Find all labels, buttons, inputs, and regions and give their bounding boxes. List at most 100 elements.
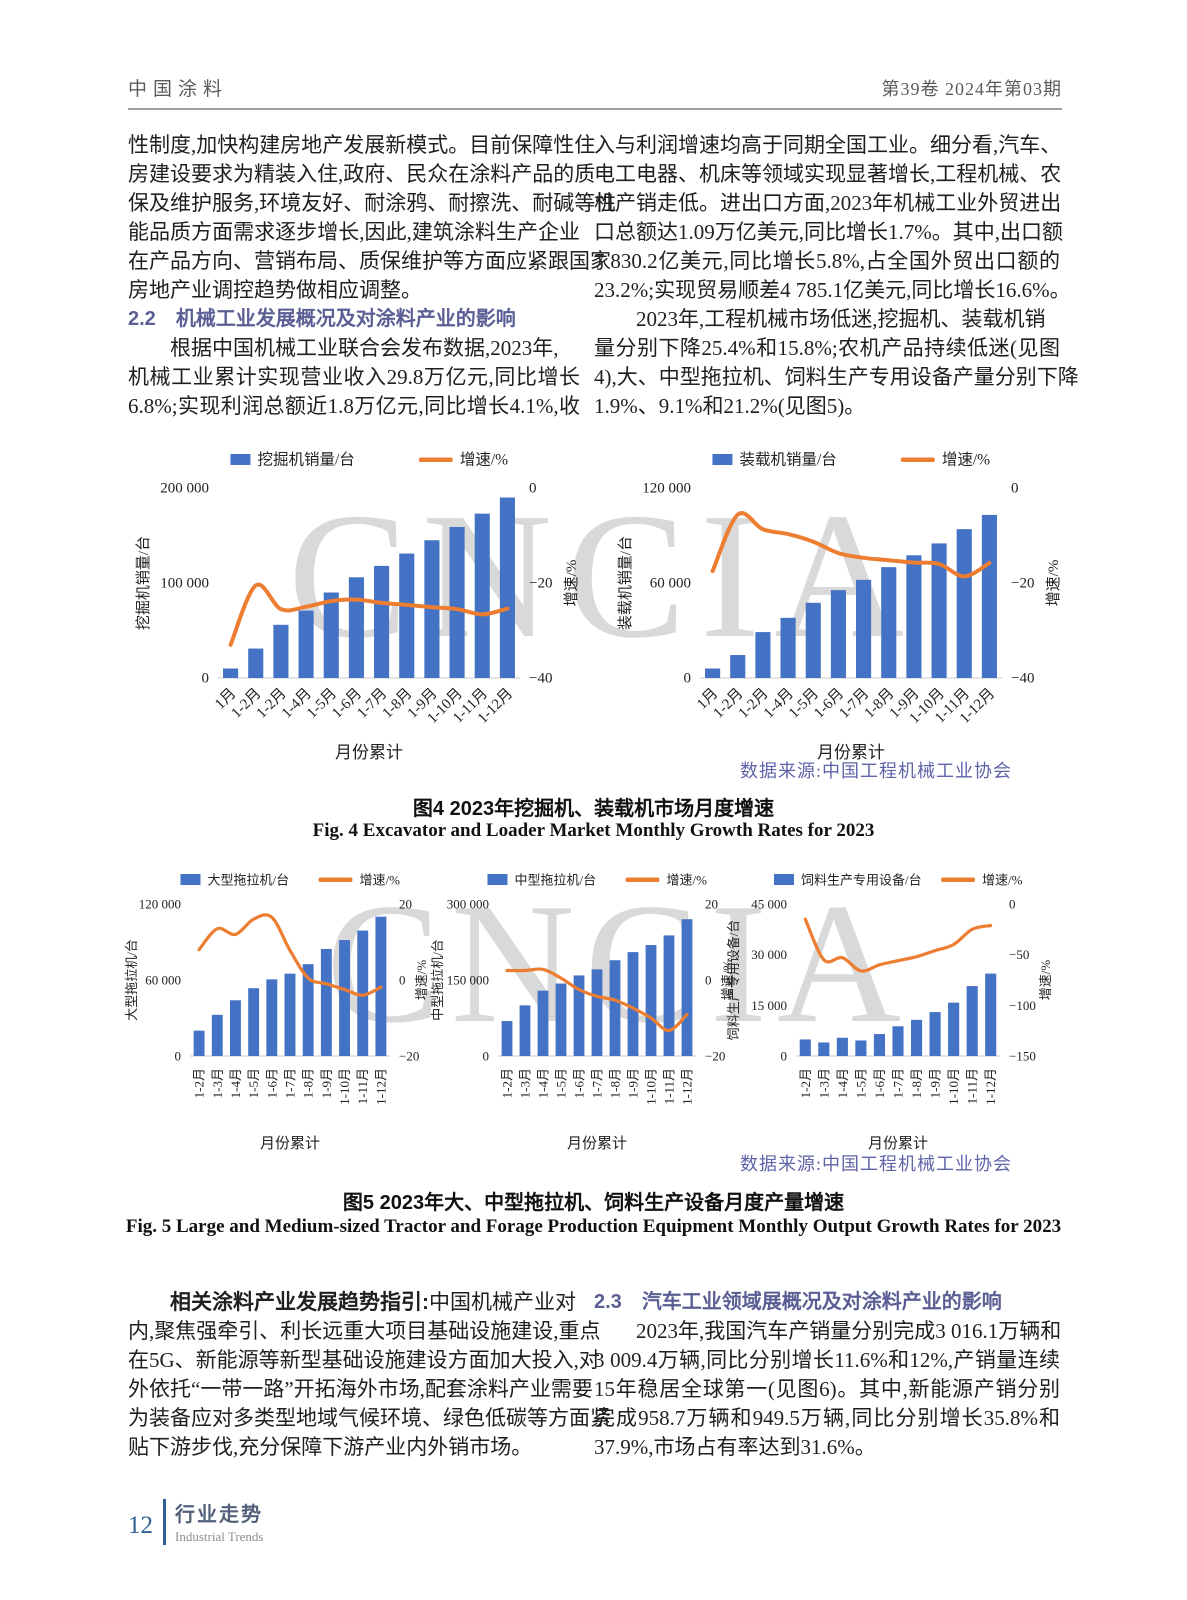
figure4-caption-cn: 图4 2023年挖掘机、装载机市场月度增速 [412,798,775,820]
text-line: 机产销走低。进出口方面,2023年机械工业外贸进出 [594,191,1062,215]
section-title: 汽车工业领域展概况及对涂料产业的影响 [641,1291,1002,1313]
watermark-cncia-top: CNCIA [288,476,919,675]
text-line: 7 830.2亿美元,同比增长5.8%,占全国外贸出口额的 [594,249,1060,273]
chart-feed-equipment-output: 饲料生产专用设备/台 增速/% 0 15 000 30 000 45 000 −150 −10… [720,866,1060,1154]
svg-text:100 000: 100 000 [160,576,209,592]
text-line: 2023年,工程机械市场低迷,挖掘机、装载机销 [636,307,1046,331]
text-line: 完成958.7万辆和949.5万辆,同比分别增长35.8%和 [594,1406,1060,1430]
svg-text:15 000: 15 000 [751,998,787,1013]
page-number: 12 [128,1511,153,1539]
text-line: 23.2%;实现贸易顺差4 785.1亿美元,同比增长16.6%。 [594,278,1071,302]
text-line: 保及维护服务,环境友好、耐涂鸦、耐擦洗、耐碱等性 [128,191,617,215]
svg-text:1-11月: 1-11月 [662,1068,677,1104]
text-line: 内,聚焦强牵引、利长远重大项目基础设施建设,重点 [128,1319,601,1343]
svg-text:1-3月: 1-3月 [518,1068,533,1098]
svg-text:0: 0 [684,671,692,687]
svg-text:1-9月: 1-9月 [928,1068,943,1098]
svg-text:增速/%: 增速/% [982,873,1023,888]
trend-guide-lead: 相关涂料产业发展趋势指引: [170,1291,429,1314]
svg-text:1-2月: 1-2月 [798,1068,813,1098]
svg-text:60 000: 60 000 [650,576,691,592]
section-heading-2-3: 2.3 汽车工业领域展概况及对涂料产业的影响 [594,1288,1060,1317]
svg-text:1-8月: 1-8月 [608,1068,623,1098]
svg-text:1-10月: 1-10月 [946,1068,961,1105]
svg-text:1-11月: 1-11月 [355,1068,370,1104]
svg-text:1-11月: 1-11月 [965,1068,980,1104]
top-right-column: 入与利润增速均高于同期全国工业。细分看,汽车、 电工电器、机床等领域实现显著增长… [594,131,1079,421]
svg-text:1-2月: 1-2月 [500,1068,515,1098]
svg-text:0: 0 [399,973,406,988]
svg-text:0: 0 [781,1049,788,1064]
svg-text:1-3月: 1-3月 [210,1068,225,1098]
svg-text:1-6月: 1-6月 [572,1068,587,1098]
text-line: 机械工业累计实现营业收入29.8万亿元,同比增长 [128,365,580,389]
svg-text:增速/%: 增速/% [359,873,400,888]
svg-text:20: 20 [399,897,412,912]
chart-loader-sales: 装载机销量/台 增速/% 0 60 000 120 000 −40 −20 0 装载机销量/台增… [612,446,1068,764]
chart-medium-tractor-output: 中型拖拉机/台 增速/% 0 150 000 300 000 −20 0 20 中型拖拉机/台增… [424,866,742,1154]
svg-text:−40: −40 [529,671,552,687]
svg-text:1-3月: 1-3月 [816,1068,831,1098]
svg-text:−50: −50 [1009,947,1029,962]
page-header: 中国涂料 第39卷 2024年第03期 [128,74,1062,110]
svg-text:1-6月: 1-6月 [872,1068,887,1098]
svg-text:−150: −150 [1009,1049,1036,1064]
svg-text:1-4月: 1-4月 [536,1068,551,1098]
svg-text:增速/%: 增速/% [942,451,990,469]
svg-text:300 000: 300 000 [447,897,489,912]
chart-large-tractor-output: 大型拖拉机/台 增速/% 0 60 000 120 000 −20 0 20 大型拖拉机/台 增速… [118,866,436,1154]
text-line: 3 009.4万辆,同比分别增长11.6%和12%,产销量连续 [594,1348,1060,1372]
text-line: 入与利润增速均高于同期全国工业。细分看,汽车、 [594,133,1062,157]
svg-text:大型拖拉机/台: 大型拖拉机/台 [207,873,289,888]
text-line: 4),大、中型拖拉机、饲料生产专用设备产量分别下降 [594,365,1079,389]
text-line: 能品质方面需求逐步增长,因此,建筑涂料生产企业 [128,220,580,244]
svg-text:−20: −20 [529,576,552,592]
svg-text:挖掘机销量/台: 挖掘机销量/台 [135,536,152,630]
svg-text:增速/%: 增速/% [460,451,508,469]
svg-text:1-5月: 1-5月 [246,1068,261,1098]
svg-text:20: 20 [705,897,718,912]
svg-text:150 000: 150 000 [447,973,489,988]
svg-text:0: 0 [529,481,537,497]
text-line: 为装备应对多类型地域气候环境、绿色低碳等方面紧 [128,1406,611,1430]
svg-text:1-10月: 1-10月 [337,1068,352,1105]
svg-text:月份累计: 月份累计 [567,1135,627,1152]
footer-divider [163,1498,166,1545]
issue-info: 第39卷 2024年第03期 [881,79,1062,99]
svg-text:−20: −20 [1011,576,1034,592]
text-line: 房地产业调控趋势做相应调整。 [128,278,422,302]
svg-text:增速/%: 增速/% [720,960,735,1001]
svg-text:1-12月: 1-12月 [373,1068,388,1105]
text-line: 1.9%、9.1%和21.2%(见图5)。 [594,394,866,418]
svg-text:1-4月: 1-4月 [835,1068,850,1098]
svg-text:大型拖拉机/台: 大型拖拉机/台 [124,939,139,1021]
svg-text:1-7月: 1-7月 [891,1068,906,1098]
svg-text:增速/%: 增速/% [1038,960,1053,1001]
svg-text:1-4月: 1-4月 [228,1068,243,1098]
text-line: 根据中国机械工业联合会发布数据,2023年, [170,336,559,360]
text-line: 在5G、新能源等新型基础设施建设方面加大投入,对 [128,1348,600,1372]
svg-text:1-7月: 1-7月 [590,1068,605,1098]
svg-text:−20: −20 [705,1049,725,1064]
figure5-source: 数据来源:中国工程机械工业协会 [740,1154,1012,1174]
section-title: 机械工业发展概况及对涂料产业的影响 [175,308,516,330]
text-line: 性制度,加快构建房地产发展新模式。目前保障性住 [128,133,596,157]
footer-section-cn: 行业走势 [175,1504,263,1526]
svg-text:饲料生产专用设备/台: 饲料生产专用设备/台 [801,873,922,888]
svg-text:1-2月: 1-2月 [192,1068,207,1098]
svg-text:1-8月: 1-8月 [909,1068,924,1098]
journal-title: 中国涂料 [128,79,229,100]
page-footer: 12 行业走势 Industrial Trends [128,1498,263,1545]
svg-text:装载机销量/台: 装载机销量/台 [617,536,634,630]
svg-text:装载机销量/台: 装载机销量/台 [739,451,836,469]
svg-text:1-10月: 1-10月 [644,1068,659,1105]
section-number: 2.3 [594,1291,622,1313]
svg-text:月份累计: 月份累计 [817,743,885,762]
top-left-column: 性制度,加快构建房地产发展新模式。目前保障性住 房建设要求为精装入住,政府、民众… [128,131,617,421]
text-line: 房建设要求为精装入住,政府、民众在涂料产品的质 [128,162,596,186]
svg-text:45 000: 45 000 [751,897,787,912]
svg-text:0: 0 [1009,897,1016,912]
text-line: 15年稳居全球第一(见图6)。其中,新能源产销分别 [594,1377,1060,1401]
svg-text:增速/%: 增速/% [1045,560,1062,607]
